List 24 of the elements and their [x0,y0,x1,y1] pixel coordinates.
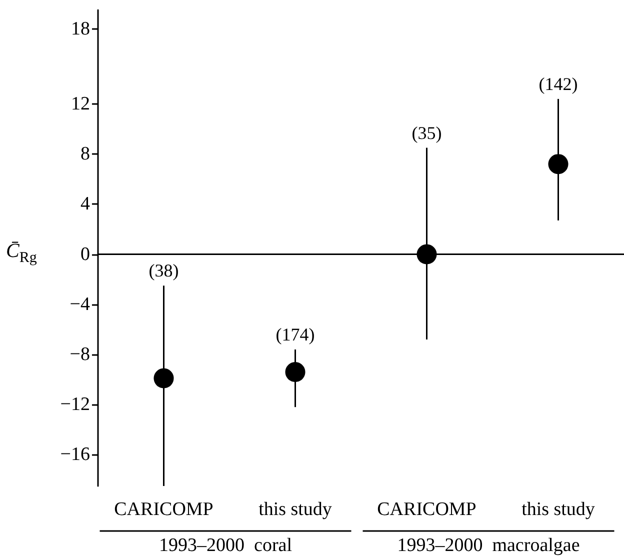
x-tick-label: this study [258,499,332,520]
y-tick-label: −16 [60,444,90,466]
point [154,368,174,388]
y-axis-title: C̄$_{Rg}$ [6,240,37,266]
y-tick-label: −4 [70,294,90,315]
y-tick-label: 12 [71,93,90,114]
text: 1993–2000 coral [159,535,292,556]
x-tick-label: CARICOMP [377,499,476,520]
annotation: (35) [412,122,442,143]
text: 1993–2000 macroalgae [397,535,580,556]
annotation: (142) [538,74,578,94]
y-tick-label: −8 [70,344,90,365]
point [548,154,568,174]
y-tick-label: 4 [80,194,90,215]
y-tick-label: 18 [71,18,90,40]
x-tick-label: CARICOMP [114,499,214,520]
x-tick-label: this study [522,499,596,520]
annotation: (174) [276,324,315,344]
point [416,244,437,264]
annotation: (38) [148,260,179,281]
y-tick-label: 8 [80,144,90,165]
point [285,362,306,382]
y-tick-label: 0 [80,244,90,265]
y-tick-label: −12 [60,394,90,416]
